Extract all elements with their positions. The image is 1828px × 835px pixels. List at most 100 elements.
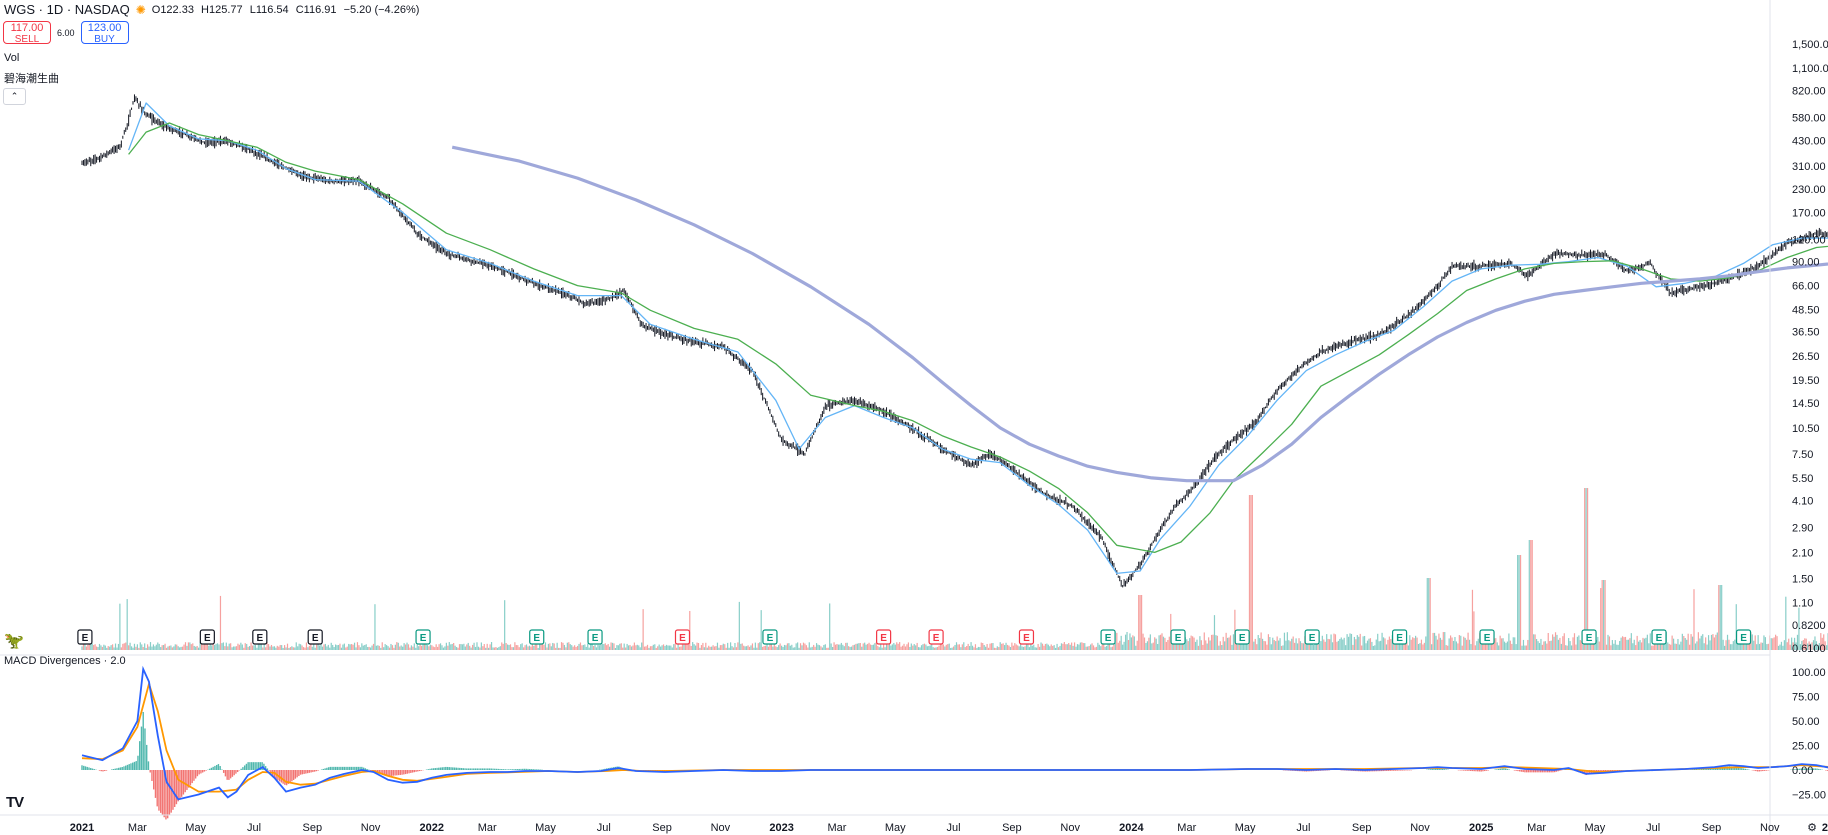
macd-histogram-bar xyxy=(1797,768,1799,770)
volume-bar xyxy=(964,647,966,650)
volume-bar xyxy=(693,644,695,650)
macd-histogram-bar xyxy=(345,766,347,770)
volume-bar xyxy=(826,647,828,650)
volume-bar xyxy=(176,644,178,650)
volume-bar xyxy=(536,642,538,650)
high-value: 125.77 xyxy=(208,3,243,16)
macd-histogram-bar xyxy=(529,768,531,770)
volume-bar xyxy=(785,645,787,650)
volume-bar xyxy=(1091,643,1093,650)
volume-bar xyxy=(627,645,630,650)
volume-bar xyxy=(1415,635,1417,650)
volume-bar xyxy=(1783,640,1785,650)
volume-bar xyxy=(932,647,934,650)
volume-bar xyxy=(1632,643,1634,650)
volume-bar xyxy=(353,642,356,650)
macd-histogram-bar xyxy=(296,770,298,778)
volume-bar xyxy=(783,644,786,650)
macd-histogram-bar xyxy=(446,766,449,770)
buy-button[interactable]: 123.00 BUY xyxy=(80,21,129,45)
sell-button[interactable]: 117.00 SELL xyxy=(3,21,51,45)
trade-buttons: 117.00 SELL 6.00 123.00 BUY xyxy=(3,21,129,45)
macd-histogram-bar xyxy=(1464,770,1467,771)
volume-bar xyxy=(1557,639,1560,650)
volume-bar xyxy=(1146,641,1149,650)
price-pane[interactable] xyxy=(0,94,1828,656)
volume-bar xyxy=(359,647,361,650)
volume-bar xyxy=(888,643,891,650)
volume-bar xyxy=(1288,640,1290,650)
volume-bar xyxy=(1057,647,1060,650)
volume-bar xyxy=(1572,637,1574,650)
volume-indicator-label[interactable]: Vol xyxy=(4,52,20,64)
price-axis[interactable]: 1,500.001,100.00820.00580.00430.00310.00… xyxy=(1769,0,1828,835)
volume-bar xyxy=(238,644,241,650)
earnings-markers[interactable]: 🦖EEEEEEEEEEEEEEEEEEEEEE xyxy=(4,629,1828,650)
volume-bar xyxy=(1251,495,1253,650)
volume-bar xyxy=(931,644,933,650)
macd-histogram-bar xyxy=(1819,769,1822,770)
volume-bar xyxy=(1209,640,1211,650)
volume-bar xyxy=(144,643,146,650)
volume-bar xyxy=(515,645,517,650)
volume-bar xyxy=(202,644,204,650)
macd-pane[interactable] xyxy=(81,665,1828,820)
volume-bar xyxy=(1350,633,1353,650)
collapse-legend-button[interactable]: ⌃ xyxy=(3,88,26,105)
macd-histogram-bar xyxy=(1518,770,1521,772)
volume-bar xyxy=(346,646,348,650)
macd-histogram-bar xyxy=(1545,770,1547,773)
volume-bar xyxy=(1501,638,1503,650)
volume-bar xyxy=(254,644,257,650)
volume-bar xyxy=(1741,640,1743,650)
macd-histogram-bar xyxy=(226,770,228,780)
volume-bar xyxy=(983,645,985,650)
macd-histogram-bar xyxy=(455,767,457,770)
volume-bar xyxy=(915,645,917,650)
custom-indicator-label[interactable]: 碧海潮生曲 xyxy=(4,73,59,85)
macd-histogram-bar xyxy=(474,768,477,770)
volume-bar xyxy=(737,642,739,650)
volume-bar xyxy=(101,646,104,650)
macd-histogram-bar xyxy=(93,769,95,770)
volume-bar xyxy=(1540,638,1542,650)
volume-bar xyxy=(383,647,385,650)
macd-histogram-bar xyxy=(1536,770,1538,773)
time-tick-label: Jul xyxy=(947,822,961,834)
price-tick-label: 14.50 xyxy=(1792,398,1820,410)
earnings-marker-letter: E xyxy=(312,633,319,644)
volume-bar xyxy=(378,645,380,650)
volume-bar xyxy=(1573,633,1576,650)
macd-histogram-bar xyxy=(1709,768,1712,770)
macd-histogram-bar xyxy=(516,769,519,770)
close-value: 116.91 xyxy=(303,3,337,16)
macd-histogram-bar xyxy=(1527,770,1530,773)
volume-bar xyxy=(587,643,589,650)
macd-histogram-bar xyxy=(1552,770,1554,773)
volume-bar xyxy=(1553,636,1555,650)
time-tick-label: Nov xyxy=(1760,822,1780,834)
macd-histogram-bar xyxy=(100,770,102,772)
volume-bar xyxy=(563,644,566,650)
volume-bar xyxy=(1608,636,1611,650)
volume-bar xyxy=(219,595,222,650)
macd-indicator-label[interactable]: MACD Divergences · 2.0 xyxy=(4,655,126,667)
volume-bar xyxy=(1534,634,1536,650)
volume-bar xyxy=(1745,643,1748,650)
volume-bar xyxy=(1463,636,1465,650)
time-axis[interactable]: 2021 Mar May Jul Sep Nov 2022 Mar May Jul Sep Nov 20… xyxy=(0,814,1828,834)
volume-bar xyxy=(1330,634,1332,650)
macd-histogram-bar xyxy=(362,767,365,770)
macd-histogram-bar xyxy=(390,770,393,776)
volume-bar xyxy=(1120,635,1122,650)
macd-histogram-bar xyxy=(303,770,305,774)
symbol-title[interactable]: WGS · 1D · NASDAQ xyxy=(4,2,130,17)
volume-bar xyxy=(1712,634,1714,650)
volume-bar xyxy=(651,646,653,650)
volume-bar xyxy=(584,644,586,650)
volume-bar xyxy=(1155,638,1157,650)
volume-bar xyxy=(145,647,147,650)
volume-bar xyxy=(358,645,360,650)
